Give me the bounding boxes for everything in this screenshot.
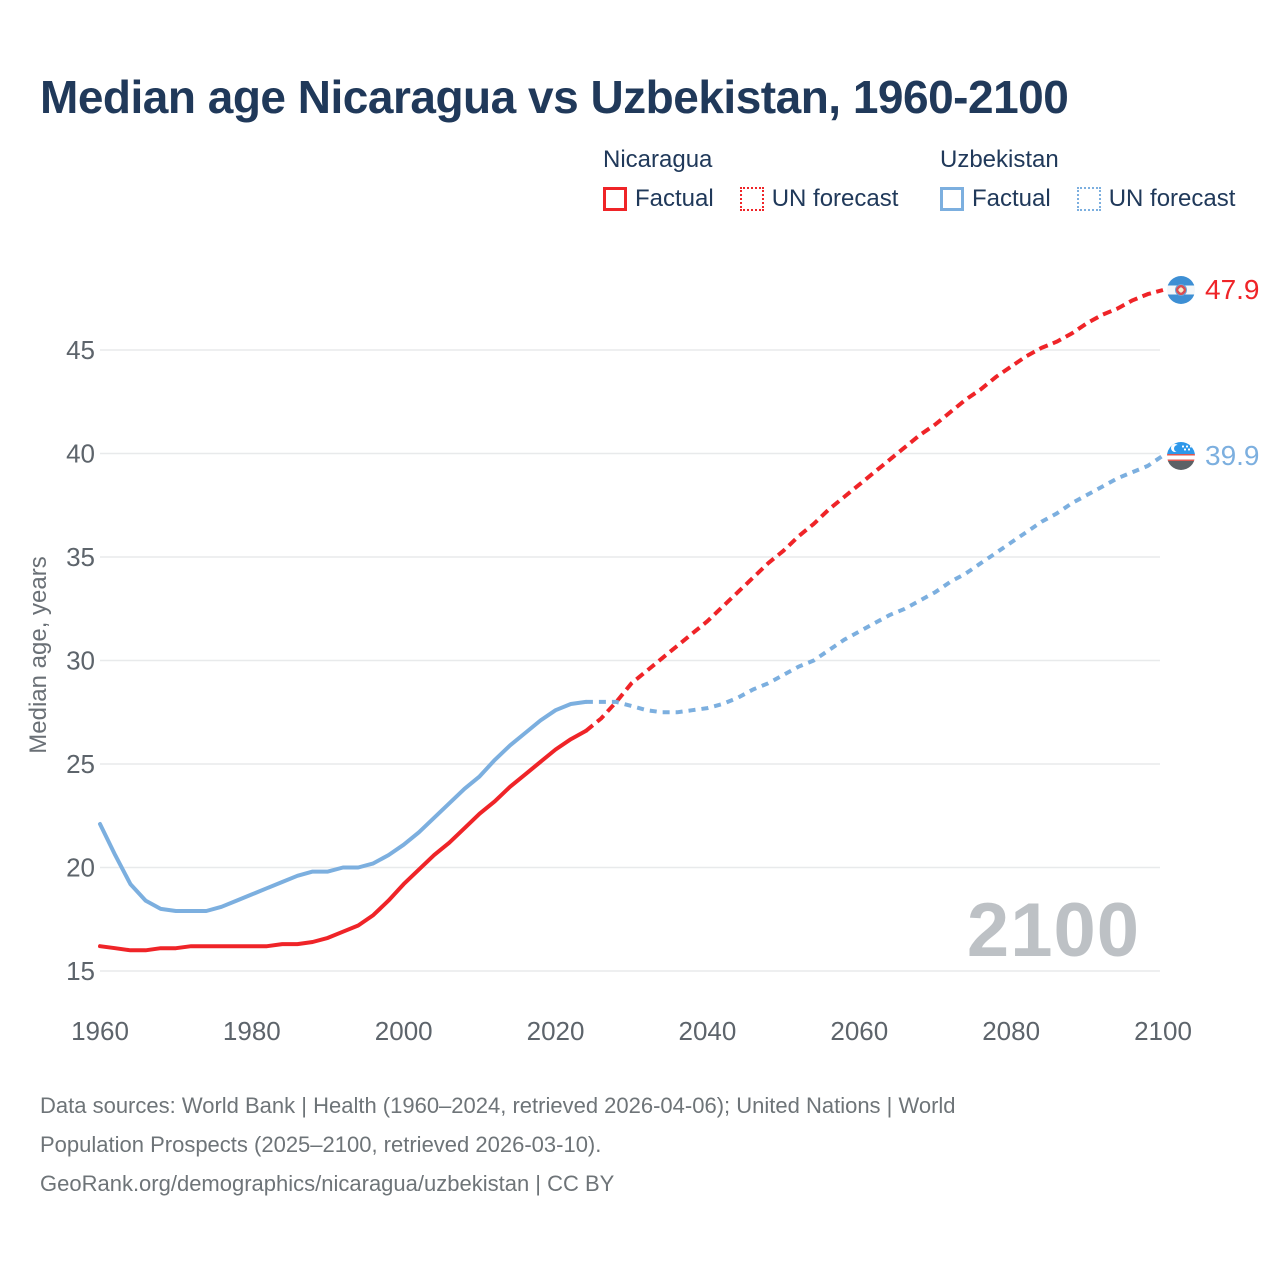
legend-item-nicaragua-forecast: UN forecast (739, 185, 899, 213)
x-tick-label: 2100 (1134, 1016, 1192, 1046)
y-tick-label: 30 (66, 646, 95, 676)
page-title: Median age Nicaragua vs Uzbekistan, 1960… (40, 71, 1069, 123)
y-tick-label: 25 (66, 749, 95, 779)
uzbekistan-factual-line (98, 699, 588, 913)
x-tick-label: 2040 (679, 1016, 737, 1046)
y-tick-label: 15 (66, 956, 95, 986)
uzbekistan-flag-icon (1167, 441, 1195, 470)
crescent-icon (1171, 444, 1181, 453)
solid-line-swatch-icon (940, 187, 964, 211)
x-tick-label: 1960 (71, 1016, 129, 1046)
nicaragua-factual-line (98, 728, 588, 953)
nicaragua-flag-icon (1167, 275, 1195, 304)
x-tick-label: 2060 (830, 1016, 888, 1046)
solid-line-swatch-icon (603, 187, 627, 211)
nicaragua-end-value: 47.9 (1205, 273, 1260, 305)
legend-group-nicaragua: Nicaragua Factual UN forecast (603, 146, 898, 213)
stars-icon (1181, 444, 1193, 452)
data-sources-line: Population Prospects (2025–2100, retriev… (40, 1132, 602, 1157)
y-tick-label: 20 (66, 853, 95, 883)
legend-country-label: Uzbekistan (940, 146, 1059, 173)
y-tick-label: 40 (66, 439, 95, 469)
x-tick-label: 2000 (375, 1016, 433, 1046)
uzbekistan-end-value: 39.9 (1205, 439, 1260, 471)
legend-item-label: UN forecast (771, 185, 899, 212)
nicaragua-emblem-icon (1175, 283, 1187, 296)
data-sources-line: Data sources: World Bank | Health (1960–… (40, 1093, 956, 1118)
x-tick-label: 2020 (527, 1016, 585, 1046)
legend-row: Factual UN forecast (940, 185, 1235, 213)
y-axis-title: Median age, years (25, 556, 52, 753)
legend-group-uzbekistan: Uzbekistan Factual UN forecast (940, 146, 1235, 213)
dotted-line-swatch-icon (739, 187, 764, 211)
data-sources-note: Data sources: World Bank | Health (1960–… (40, 1086, 956, 1203)
y-tick-label: 35 (66, 542, 95, 572)
uzbekistan-un-forecast-line (585, 453, 1165, 715)
legend-item-uzbekistan-factual: Factual (940, 185, 1051, 213)
x-tick-label: 2080 (982, 1016, 1040, 1046)
x-tick-label: 1980 (223, 1016, 281, 1046)
legend-country-label: Nicaragua (603, 146, 713, 173)
legend-item-label: Factual (972, 185, 1051, 212)
legend-row: Factual UN forecast (603, 185, 898, 213)
legend-item-uzbekistan-forecast: UN forecast (1076, 185, 1236, 213)
legend-item-label: Factual (635, 185, 714, 212)
legend-item-label: UN forecast (1108, 185, 1236, 212)
watermark-year: 2100 (966, 888, 1140, 973)
y-tick-label: 45 (66, 335, 95, 365)
nicaragua-un-forecast-line (584, 288, 1164, 733)
legend-item-nicaragua-factual: Factual (603, 185, 714, 213)
median-age-line-chart: 15 20 25 30 35 40 45 1960 1980 2000 2020 2040 2060 20… (25, 288, 1192, 1046)
dotted-line-swatch-icon (1076, 187, 1101, 211)
attribution-line: GeoRank.org/demographics/nicaragua/uzbek… (40, 1171, 615, 1196)
